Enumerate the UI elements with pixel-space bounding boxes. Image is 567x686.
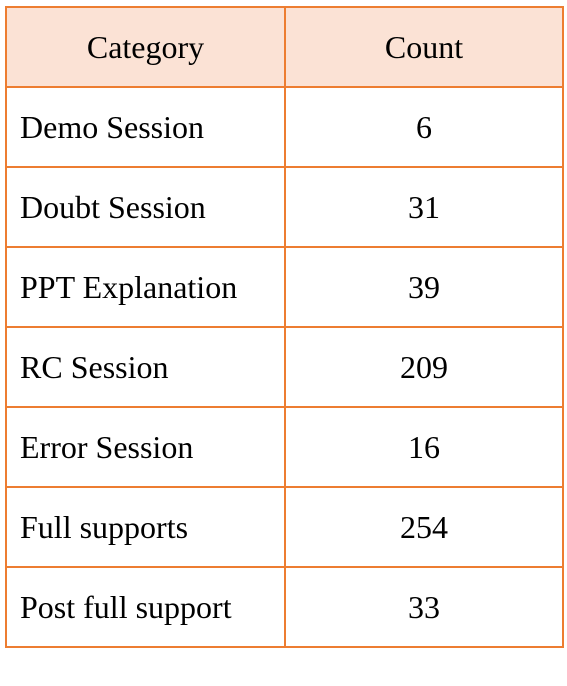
table-row: Demo Session 6 xyxy=(5,86,564,168)
table-header: Category Count xyxy=(5,6,564,88)
table-row: PPT Explanation 39 xyxy=(5,246,564,328)
category-cell: Post full support xyxy=(5,566,286,648)
table-row: Post full support 33 xyxy=(5,566,564,648)
table-row: Doubt Session 31 xyxy=(5,166,564,248)
category-cell: Demo Session xyxy=(5,86,286,168)
header-category: Category xyxy=(5,6,286,88)
category-cell: Doubt Session xyxy=(5,166,286,248)
table-body: Demo Session 6 Doubt Session 31 PPT Expl… xyxy=(5,86,564,648)
count-cell: 16 xyxy=(284,406,564,488)
category-cell: PPT Explanation xyxy=(5,246,286,328)
header-row: Category Count xyxy=(5,6,564,88)
count-cell: 33 xyxy=(284,566,564,648)
category-count-table: Category Count Demo Session 6 Doubt Sess… xyxy=(5,6,564,648)
table-row: Full supports 254 xyxy=(5,486,564,568)
category-cell: Error Session xyxy=(5,406,286,488)
count-cell: 209 xyxy=(284,326,564,408)
header-count: Count xyxy=(284,6,564,88)
count-cell: 39 xyxy=(284,246,564,328)
table-row: RC Session 209 xyxy=(5,326,564,408)
table-row: Error Session 16 xyxy=(5,406,564,488)
count-cell: 6 xyxy=(284,86,564,168)
category-cell: Full supports xyxy=(5,486,286,568)
category-cell: RC Session xyxy=(5,326,286,408)
count-cell: 254 xyxy=(284,486,564,568)
count-cell: 31 xyxy=(284,166,564,248)
